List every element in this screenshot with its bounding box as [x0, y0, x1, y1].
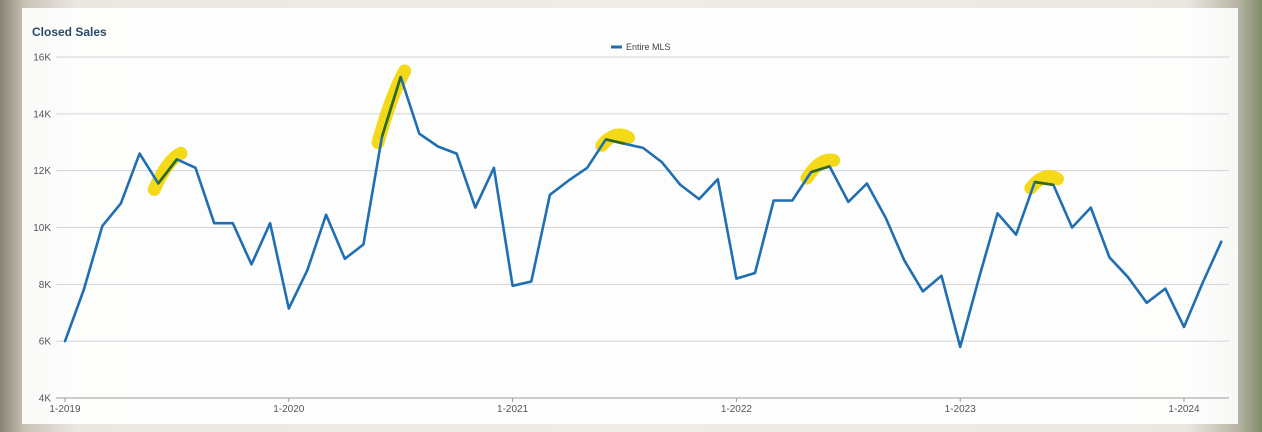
highlight-mark: [371, 64, 412, 150]
legend-label[interactable]: Entire MLS: [626, 42, 671, 52]
x-axis-ticks: 1-2019 1-2020 1-2021 1-2022 1-2023 1-2024: [49, 398, 1200, 415]
y-tick-label: 14K: [33, 109, 51, 120]
highlighted-segment: [605, 138, 625, 145]
x-tick-label: 1-2021: [497, 404, 529, 415]
series-lines: [63, 75, 1223, 349]
y-tick-label: 4K: [39, 394, 52, 405]
chart-title: Closed Sales: [32, 25, 107, 39]
y-tick-label: 8K: [39, 280, 52, 291]
chart-panel: Closed Sales: [22, 8, 1238, 424]
gridlines: [56, 56, 1229, 399]
y-tick-label: 16K: [33, 53, 51, 64]
legend[interactable]: Entire MLS: [611, 42, 671, 52]
highlighted-segment: [380, 76, 402, 137]
y-tick-label: 10K: [33, 223, 51, 234]
highlighted-segment: [810, 165, 831, 174]
x-tick-label: 1-2023: [945, 404, 977, 415]
y-axis-ticks: 4K 6K 8K 10K 12K 14K 16K: [33, 53, 51, 405]
y-tick-label: 12K: [33, 166, 51, 177]
x-tick-label: 1-2022: [721, 404, 753, 415]
x-tick-label: 1-2024: [1168, 404, 1200, 415]
highlight-marks: [147, 64, 1064, 196]
y-tick-label: 6K: [39, 337, 52, 348]
x-tick-label: 1-2020: [273, 404, 305, 415]
highlighted-segment: [1034, 180, 1054, 187]
x-tick-label: 1-2019: [49, 404, 81, 415]
series-line-entire-mls: [63, 75, 1223, 349]
highlight-mark: [147, 146, 188, 196]
highlighted-segment: [157, 158, 178, 185]
